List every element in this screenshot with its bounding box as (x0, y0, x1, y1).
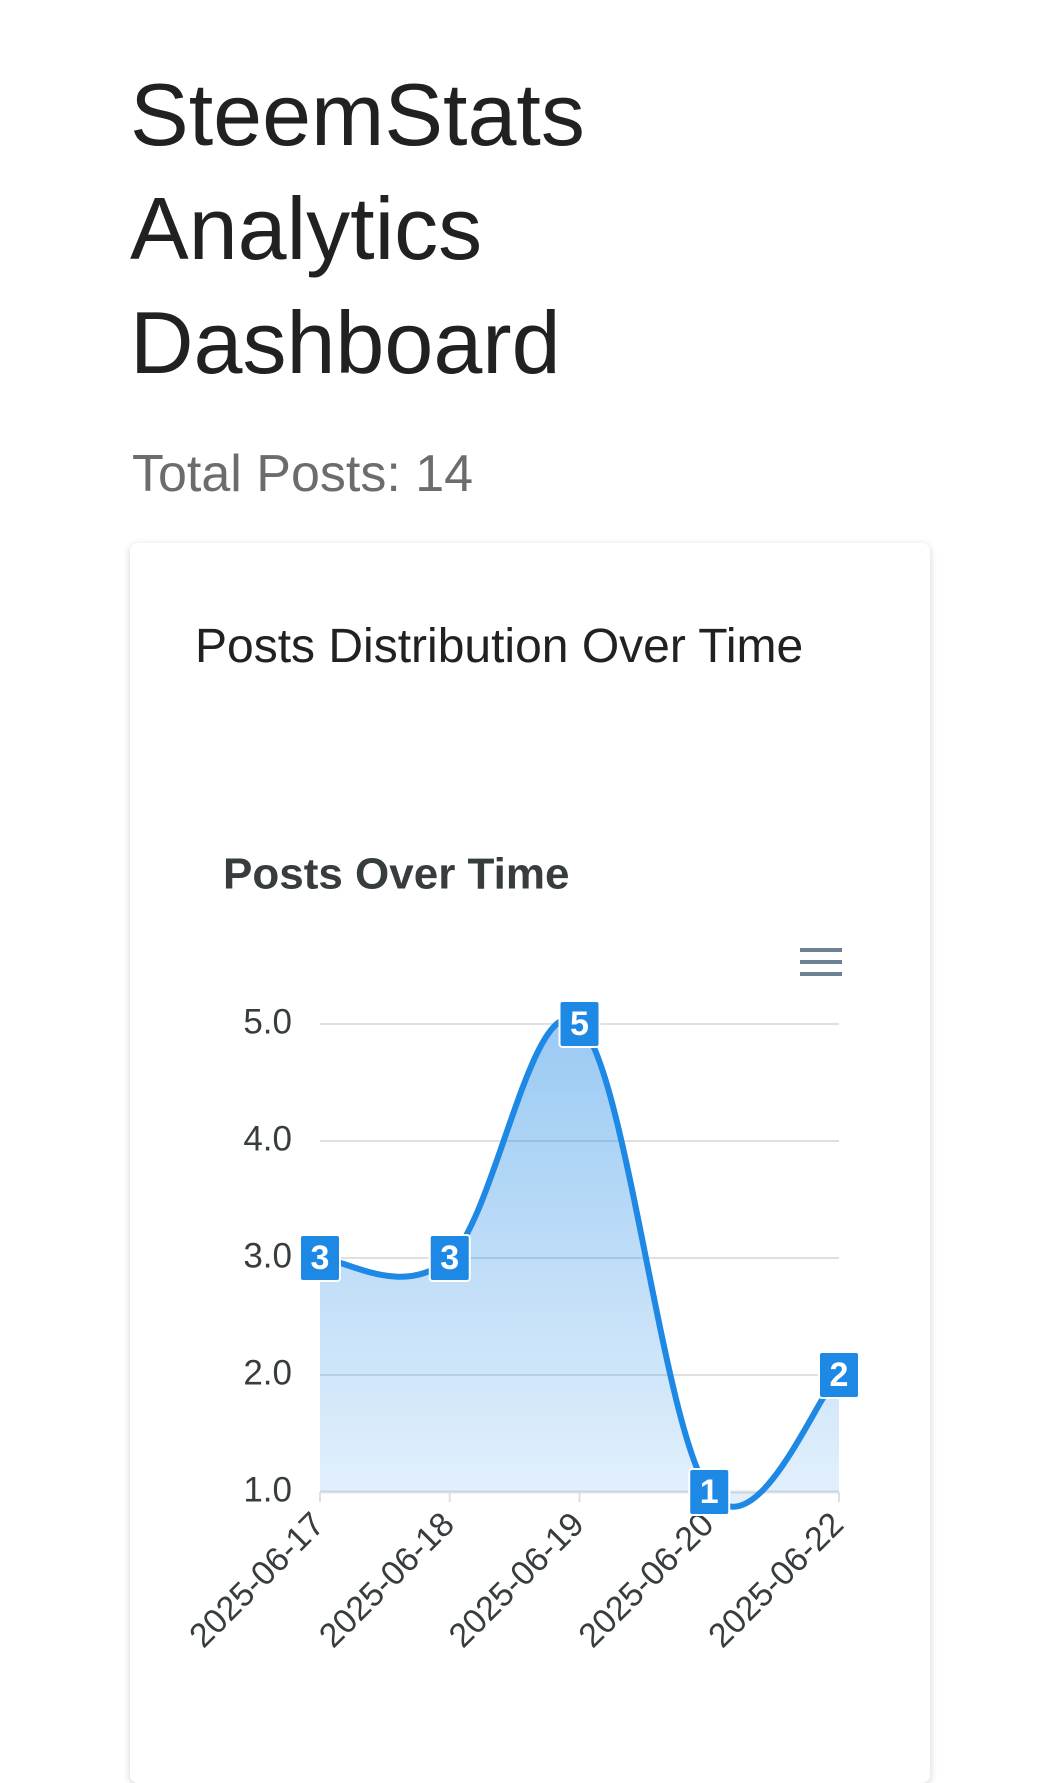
page-title: SteemStats Analytics Dashboard (130, 65, 585, 392)
y-tick-label: 2.0 (243, 1353, 292, 1392)
data-label-box (688, 1468, 731, 1516)
menu-icon[interactable] (800, 948, 842, 976)
x-tick-label: 2025-06-22 (701, 1505, 851, 1655)
y-tick-label: 1.0 (243, 1470, 292, 1509)
area-fill (320, 1018, 839, 1507)
chart-title: Posts Over Time (223, 850, 569, 899)
data-label-box (299, 1234, 341, 1282)
data-label: 2 (830, 1356, 849, 1394)
data-label-box (558, 1000, 601, 1048)
data-label: 1 (700, 1473, 719, 1511)
total-posts: Total Posts: 14 (132, 445, 474, 503)
x-tick-label: 2025-06-20 (571, 1505, 721, 1655)
y-tick-label: 5.0 (243, 1002, 292, 1041)
x-tick-label: 2025-06-19 (442, 1505, 592, 1655)
data-label: 3 (440, 1239, 459, 1277)
data-label: 5 (570, 1005, 589, 1043)
y-tick-label: 4.0 (243, 1119, 292, 1158)
data-label: 3 (311, 1239, 330, 1277)
x-tick-label: 2025-06-17 (182, 1505, 332, 1655)
data-label-box (818, 1351, 860, 1399)
data-label-box (428, 1234, 471, 1282)
y-tick-label: 3.0 (243, 1236, 292, 1275)
x-tick-label: 2025-06-18 (312, 1505, 462, 1655)
card-title: Posts Distribution Over Time (195, 620, 804, 673)
